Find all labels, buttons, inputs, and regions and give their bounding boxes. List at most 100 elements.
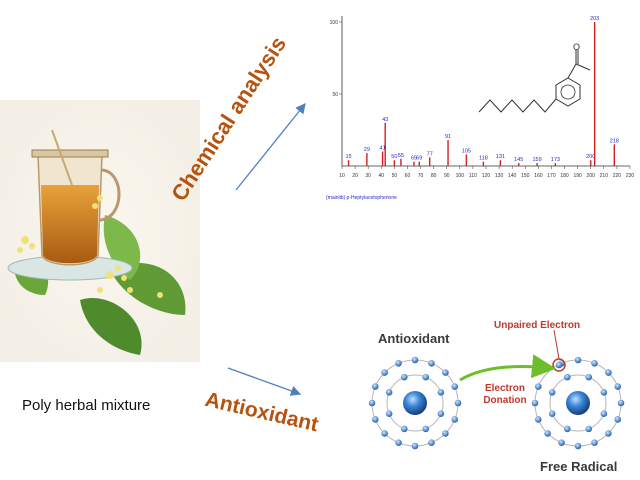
electron-donation-line2: Donation — [483, 395, 527, 406]
unpaired-electron — [555, 361, 563, 369]
inner-electron — [400, 373, 408, 381]
ms-x-tick-label: 220 — [613, 173, 622, 179]
antioxidant-atom — [368, 356, 462, 450]
ms-x-tick-label: 80 — [431, 173, 437, 179]
ms-x-tick-label: 10 — [339, 173, 345, 179]
ms-peak-label: 118 — [479, 156, 488, 162]
free-radical-atom — [531, 329, 625, 450]
ms-x-tick-label: 210 — [600, 173, 609, 179]
ms-peak-label: 218 — [610, 138, 619, 144]
outer-electron — [614, 416, 622, 423]
outer-electron — [368, 399, 376, 407]
ms-peak-label: 43 — [382, 117, 388, 123]
outer-electron — [605, 369, 612, 376]
free-radical-label: Free Radical — [540, 459, 618, 474]
ms-peak-label: 203 — [590, 16, 599, 22]
outer-electron — [381, 369, 388, 376]
ms-peak-label: 131 — [496, 154, 505, 160]
inner-electron — [385, 388, 393, 396]
antioxidant-arrow — [227, 367, 302, 396]
ms-x-tick-label: 120 — [482, 173, 491, 179]
free-radical-nucleus — [566, 391, 590, 415]
inner-electron — [422, 373, 430, 381]
ms-peak-label: 41 — [380, 146, 386, 152]
inner-electron — [600, 410, 608, 418]
outer-electron — [371, 383, 379, 390]
ms-peak-label: 173 — [551, 157, 560, 163]
inner-electron — [600, 388, 608, 396]
herbal-tea-image — [0, 100, 200, 362]
ms-peak-label: 77 — [427, 151, 433, 157]
ms-x-tick-label: 170 — [547, 173, 556, 179]
mixture-label: Poly herbal mixture — [22, 397, 151, 414]
outer-electron — [411, 356, 419, 364]
antioxidant-arrow-label: Antioxidant — [202, 388, 321, 437]
outer-electron — [574, 356, 582, 364]
svg-text:O: O — [573, 42, 580, 52]
ms-x-tick-label: 90 — [444, 173, 450, 179]
outer-electron — [454, 399, 462, 407]
outer-electron — [591, 359, 598, 367]
ms-x-tick-label: 200 — [587, 173, 596, 179]
inner-electron — [585, 425, 593, 433]
electron-donation-label: Electron Donation — [480, 383, 530, 407]
ms-peak-label: 91 — [445, 134, 451, 140]
outer-electron — [574, 442, 582, 450]
ms-caption: (mainlib) p-Heptylacetophenone — [326, 195, 397, 201]
outer-electron — [395, 359, 402, 367]
inner-electron — [422, 425, 430, 433]
mass-spectrum-chart: 10 20 30 40 50 60 70 80 90 100 110 120 130 140 150 160 1… — [326, 16, 635, 201]
outer-electron — [531, 399, 539, 407]
ms-x-tick-label: 180 — [560, 173, 569, 179]
outer-electron — [534, 383, 542, 390]
ms-x-tick-label: 60 — [405, 173, 411, 179]
ms-x-tick-label: 30 — [365, 173, 371, 179]
ms-peak-label: 69 — [416, 156, 422, 162]
ms-peak-label: 55 — [398, 153, 404, 159]
ms-peak-label: 159 — [532, 157, 541, 163]
outer-electron — [371, 416, 379, 423]
ms-x-tick-label: 140 — [508, 173, 517, 179]
inner-electron — [563, 425, 571, 433]
outer-electron — [411, 442, 419, 450]
outer-electron — [451, 383, 459, 390]
ms-x-tick-label: 110 — [469, 173, 477, 179]
ms-x-tick-label: 50 — [392, 173, 398, 179]
ms-peaks: 15 29 41 43 50 55 65 69 77 91 105 118 131 145 159 173 20… — [345, 16, 619, 166]
antioxidant-nucleus — [403, 391, 427, 415]
unpaired-electron-label: Unpaired Electron — [494, 320, 581, 331]
outer-electron — [442, 430, 449, 437]
antioxidant-free-radical-diagram — [368, 329, 625, 450]
inner-electron — [437, 410, 445, 418]
antioxidant-atom-label: Antioxidant — [378, 331, 450, 346]
ms-x-tick-label: 150 — [521, 173, 530, 179]
ms-y-tick-label: 50 — [332, 92, 338, 98]
electron-donation-arrow — [459, 354, 556, 382]
outer-electron — [544, 430, 551, 437]
outer-electron — [558, 439, 565, 447]
ms-x-tick-label: 230 — [626, 173, 635, 179]
ms-x-tick-label: 70 — [418, 173, 424, 179]
inner-electron — [563, 373, 571, 381]
ms-x-tick-label: 20 — [352, 173, 358, 179]
ms-peak-label: 29 — [364, 147, 370, 153]
outer-electron — [534, 416, 542, 423]
ms-peak-label: 15 — [345, 154, 351, 160]
inner-electron — [437, 388, 445, 396]
outer-electron — [442, 369, 449, 376]
outer-electron — [605, 430, 612, 437]
chemical-analysis-arrow — [235, 102, 306, 191]
molecule-structure: O — [478, 42, 591, 113]
ms-x-tick-label: 40 — [378, 173, 384, 179]
ms-x-tick-label: 190 — [573, 173, 582, 179]
ms-peak-label: 65 — [411, 156, 417, 162]
ms-x-tick-label: 130 — [495, 173, 504, 179]
inner-electron — [548, 410, 556, 418]
outer-electron — [614, 383, 622, 390]
ms-y-tick-label: 100 — [330, 20, 339, 26]
outer-electron — [428, 439, 435, 447]
outer-electron — [428, 359, 435, 367]
ms-x-tick-label: 100 — [456, 173, 465, 179]
ms-peak-label: 145 — [514, 157, 523, 163]
